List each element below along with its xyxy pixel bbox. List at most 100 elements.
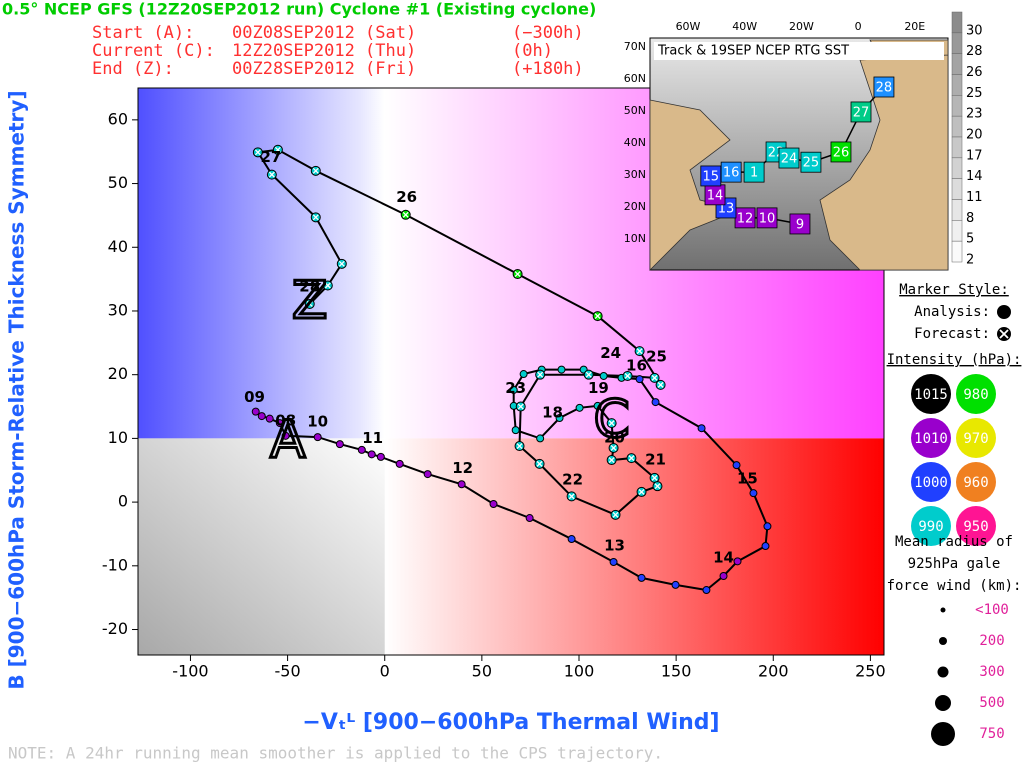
lat-label: 50N bbox=[624, 104, 646, 117]
date-label: 18 bbox=[542, 403, 563, 421]
analysis-marker bbox=[567, 535, 576, 544]
forecast-cross bbox=[402, 211, 409, 218]
analysis-marker bbox=[313, 433, 322, 442]
analysis-marker bbox=[732, 461, 741, 470]
lon-label: 60W bbox=[676, 20, 701, 33]
forecast-cross bbox=[537, 371, 544, 378]
colorbar-label: 8 bbox=[966, 211, 974, 226]
x-tick-label: -100 bbox=[172, 662, 208, 681]
intensity-swatch bbox=[911, 506, 951, 546]
track-box-label: 27 bbox=[853, 105, 870, 120]
colorbar-step bbox=[951, 11, 963, 34]
track-box bbox=[720, 161, 742, 183]
map-title: Track & 19SEP NCEP RTG SST bbox=[657, 44, 849, 59]
analysis-marker bbox=[697, 424, 706, 433]
lat-label: 20N bbox=[624, 200, 646, 213]
track-connector bbox=[737, 545, 766, 563]
analysis-marker bbox=[423, 470, 432, 479]
forecast-cross bbox=[654, 483, 661, 490]
x-tick-label: 0 bbox=[380, 662, 390, 681]
size-swatch bbox=[940, 607, 946, 613]
inset-map: Track & 19SEP NCEP RTG SST 60W 40W 20W 0 20E… bbox=[624, 11, 983, 271]
forecast-cross bbox=[568, 493, 575, 500]
legend-forecast-cross bbox=[999, 329, 1009, 339]
legend-analysis: Analysis: bbox=[914, 304, 990, 320]
date-label: 14 bbox=[713, 549, 734, 567]
analysis-marker bbox=[651, 398, 660, 407]
y-tick-label: 10 bbox=[108, 428, 128, 447]
analysis-marker bbox=[536, 434, 545, 443]
lon-label: 40W bbox=[732, 20, 757, 33]
date-label: 10 bbox=[307, 412, 328, 430]
legend-heading: Marker Style: bbox=[899, 282, 1009, 298]
legend-forecast: Forecast: bbox=[914, 326, 990, 342]
forecast-cross bbox=[638, 488, 645, 495]
forecast-cross bbox=[516, 443, 523, 449]
date-label: 28 bbox=[299, 277, 320, 295]
colorbar-step bbox=[951, 74, 963, 96]
header-text: (−300h) bbox=[512, 23, 584, 43]
header-text: 00Z28SEP2012 (Fri) bbox=[232, 59, 416, 79]
track-box bbox=[743, 161, 765, 183]
x-axis-label: −Vₜᴸ [900−600hPa Thermal Wind] bbox=[302, 710, 719, 735]
track-connector bbox=[315, 169, 407, 216]
legend-analysis-marker bbox=[997, 305, 1011, 319]
size-label: 750 bbox=[979, 726, 1004, 742]
size-swatch bbox=[931, 722, 955, 746]
analysis-marker bbox=[609, 557, 618, 566]
colorbar-label: 5 bbox=[966, 232, 974, 247]
analysis-marker bbox=[555, 414, 564, 423]
forecast-cross bbox=[268, 171, 275, 178]
analysis-marker bbox=[265, 414, 274, 423]
analysis-marker bbox=[457, 480, 466, 489]
intensity-swatch bbox=[911, 374, 951, 414]
note: NOTE: A 24hr running mean smoother is ap… bbox=[8, 744, 663, 763]
forecast-cross bbox=[338, 260, 345, 267]
size-label: 500 bbox=[979, 695, 1004, 711]
size-label: 200 bbox=[979, 633, 1004, 649]
track-box-label: 26 bbox=[833, 145, 850, 160]
y-axis-label: B [900−600hPa Storm-Relative Thickness S… bbox=[5, 90, 29, 689]
lat-label: 60N bbox=[624, 72, 646, 85]
analysis-marker bbox=[761, 542, 770, 551]
track-box-label: 16 bbox=[723, 166, 740, 181]
analysis-marker bbox=[733, 557, 742, 566]
date-label: 12 bbox=[452, 459, 473, 477]
track-box-label: 10 bbox=[759, 211, 776, 226]
track-box-label: 9 bbox=[796, 217, 804, 232]
colorbar-label: 20 bbox=[966, 127, 983, 142]
analysis-marker bbox=[509, 385, 518, 394]
y-tick-label: 20 bbox=[108, 364, 128, 383]
position-marker: A bbox=[270, 410, 306, 470]
lat-label: 10N bbox=[624, 232, 646, 245]
analysis-marker bbox=[702, 586, 711, 595]
date-label: 26 bbox=[396, 188, 417, 206]
colorbar-label: 26 bbox=[966, 65, 983, 80]
map-title-bg bbox=[654, 42, 944, 60]
quadrant-symmetric-warm bbox=[384, 438, 884, 655]
quadrant-asymmetric-cold bbox=[138, 88, 385, 439]
header-text: 00Z08SEP2012 (Sat) bbox=[232, 23, 416, 43]
analysis-marker bbox=[281, 431, 290, 440]
date-label: 24 bbox=[600, 344, 621, 362]
forecast-cross bbox=[306, 301, 313, 307]
date-label: 21 bbox=[645, 451, 666, 469]
track-box-label: 14 bbox=[707, 188, 724, 203]
forecast-cross bbox=[312, 167, 319, 174]
forecast-cross bbox=[610, 444, 617, 451]
land-europe-africa bbox=[819, 54, 949, 271]
intensity-label: 960 bbox=[963, 475, 988, 491]
position-marker: Z bbox=[292, 271, 328, 331]
track-box-label: 28 bbox=[876, 81, 893, 96]
x-tick-label: -50 bbox=[275, 662, 301, 681]
lat-label: 70N bbox=[624, 40, 646, 53]
y-tick-label: 0 bbox=[118, 492, 128, 511]
y-tick-label: 40 bbox=[108, 237, 128, 256]
colorbar-step bbox=[951, 240, 963, 263]
colorbar-step bbox=[951, 32, 963, 54]
size-swatch bbox=[937, 666, 949, 678]
intensity-label: 1000 bbox=[914, 475, 948, 491]
header-text: End (Z): bbox=[92, 59, 174, 79]
track-box-label: 1 bbox=[750, 166, 758, 181]
analysis-marker bbox=[275, 419, 284, 428]
